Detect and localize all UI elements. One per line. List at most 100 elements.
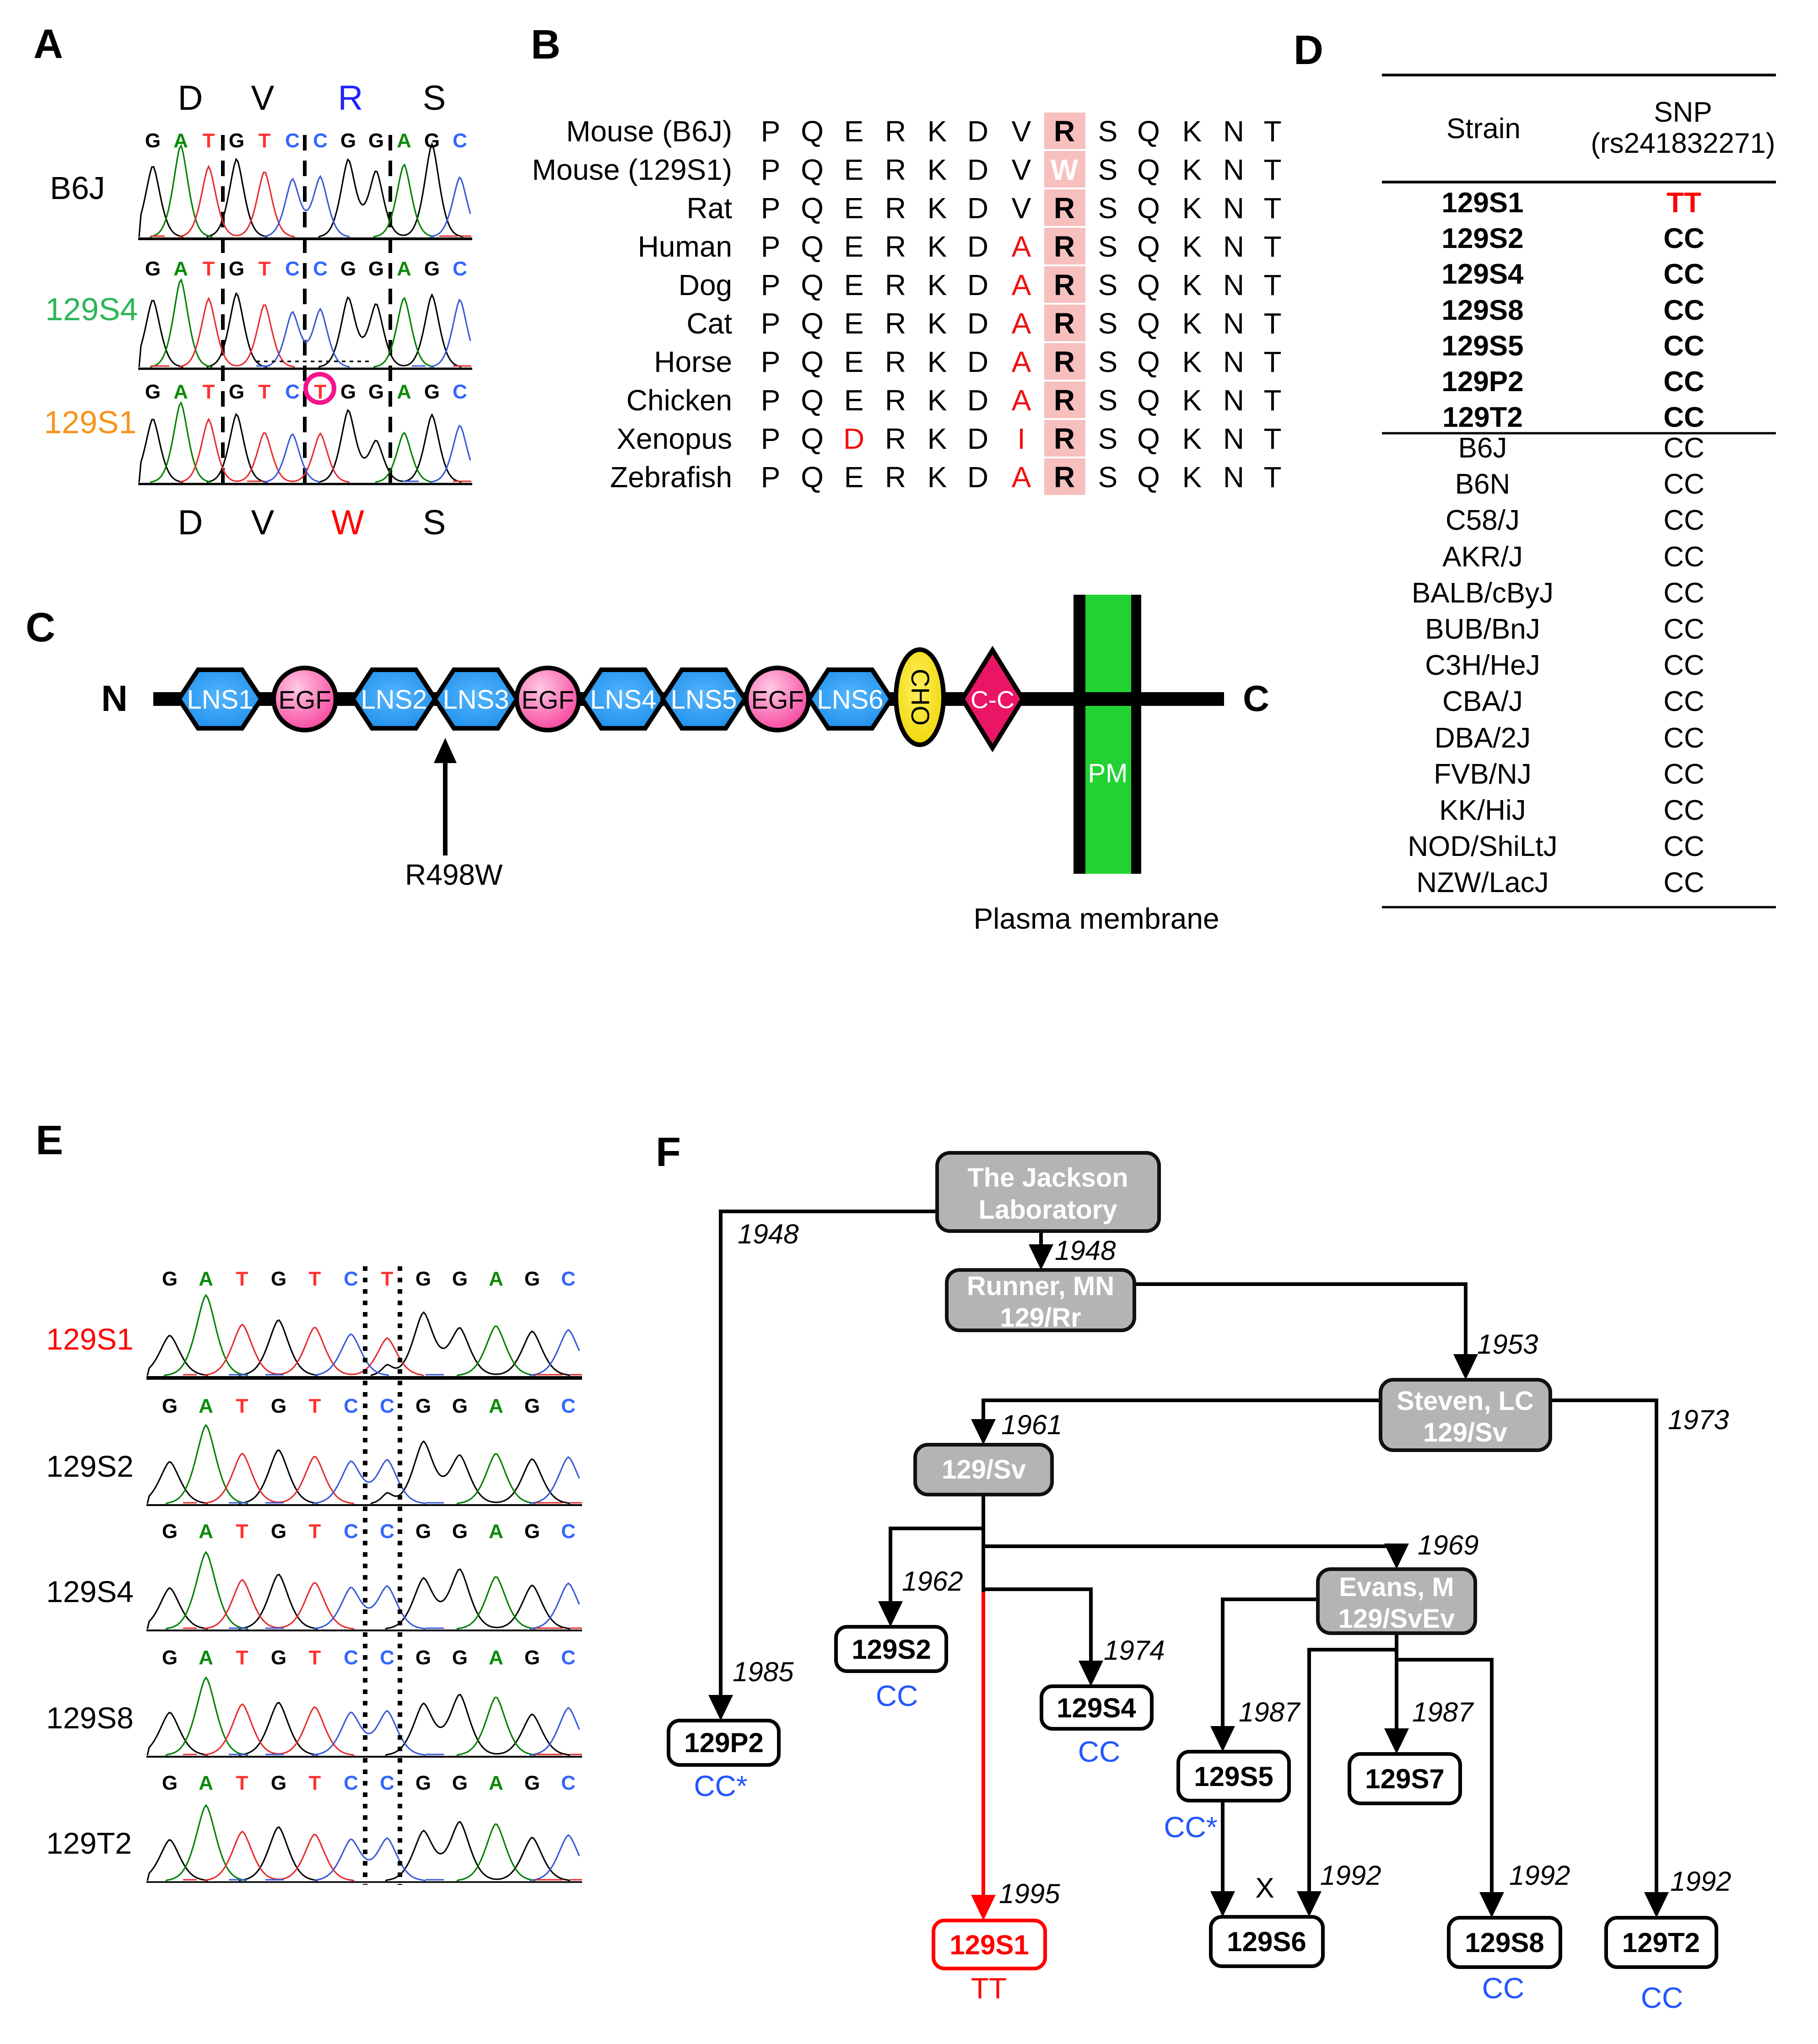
svg-text:LNS2: LNS2 (361, 685, 427, 715)
svg-text:G: G (162, 1268, 178, 1290)
svg-text:1974: 1974 (1104, 1635, 1165, 1666)
svg-text:P: P (761, 153, 781, 186)
svg-text:C: C (285, 258, 300, 280)
svg-text:G: G (415, 1520, 431, 1543)
svg-text:T: T (309, 1268, 321, 1290)
svg-text:S: S (1098, 345, 1118, 378)
svg-text:CHO: CHO (906, 669, 935, 726)
svg-text:G: G (524, 1646, 540, 1669)
svg-text:G: G (229, 258, 244, 280)
svg-text:R: R (885, 153, 906, 186)
svg-text:1961: 1961 (1001, 1409, 1062, 1440)
svg-text:1953: 1953 (1477, 1329, 1538, 1360)
svg-text:Dog: Dog (679, 269, 732, 301)
svg-text:V: V (1012, 192, 1031, 225)
svg-text:1992: 1992 (1509, 1860, 1570, 1891)
svg-text:KK/HiJ: KK/HiJ (1439, 795, 1526, 826)
svg-text:CC: CC (1663, 650, 1705, 681)
svg-text:T: T (236, 1520, 248, 1543)
svg-text:C: C (344, 1772, 358, 1794)
svg-text:EGF: EGF (751, 685, 804, 714)
svg-text:N: N (101, 678, 128, 719)
svg-text:K: K (1182, 230, 1202, 263)
svg-text:E: E (844, 153, 864, 186)
svg-text:A: A (489, 1772, 503, 1794)
svg-text:129S4: 129S4 (1441, 258, 1524, 290)
svg-text:129T2: 129T2 (1442, 402, 1523, 433)
svg-text:G: G (424, 129, 440, 152)
svg-text:T: T (309, 1520, 321, 1543)
svg-text:K: K (1182, 269, 1202, 301)
svg-text:G: G (229, 381, 244, 403)
svg-text:1973: 1973 (1668, 1404, 1729, 1435)
svg-text:1992: 1992 (1670, 1866, 1731, 1897)
svg-text:G: G (145, 258, 161, 280)
svg-text:C: C (380, 1772, 394, 1794)
svg-text:T: T (236, 1772, 248, 1794)
svg-text:N: N (1223, 461, 1244, 494)
svg-text:G: G (162, 1772, 178, 1794)
svg-text:T: T (1263, 307, 1281, 340)
svg-text:Q: Q (801, 230, 824, 263)
svg-text:R: R (1054, 461, 1075, 494)
svg-text:A: A (33, 22, 63, 67)
svg-text:C: C (380, 1646, 394, 1669)
svg-text:C: C (561, 1646, 576, 1669)
svg-text:T: T (1263, 230, 1281, 263)
svg-text:R: R (1054, 422, 1075, 455)
svg-text:V: V (251, 79, 275, 118)
svg-text:Q: Q (801, 345, 824, 378)
svg-text:CC: CC (1663, 330, 1705, 362)
svg-text:E: E (844, 115, 864, 148)
svg-text:NZW/LacJ: NZW/LacJ (1416, 867, 1548, 898)
svg-text:R498W: R498W (405, 858, 503, 891)
svg-text:K: K (928, 345, 947, 378)
svg-text:K: K (1182, 422, 1202, 455)
svg-text:T: T (309, 1772, 321, 1794)
svg-text:G: G (368, 258, 384, 280)
svg-text:Steven, LC: Steven, LC (1397, 1386, 1534, 1416)
svg-text:CC: CC (1663, 577, 1705, 609)
svg-text:129S1: 129S1 (46, 1322, 134, 1356)
svg-text:K: K (1182, 153, 1202, 186)
svg-text:Runner, MN: Runner, MN (967, 1271, 1114, 1301)
svg-text:G: G (524, 1520, 540, 1543)
svg-text:V: V (1012, 115, 1031, 148)
svg-text:T: T (203, 381, 215, 403)
svg-text:Zebrafish: Zebrafish (610, 461, 732, 494)
svg-text:F: F (656, 1130, 681, 1175)
svg-text:129S7: 129S7 (1365, 1764, 1445, 1794)
svg-text:1992: 1992 (1320, 1860, 1381, 1891)
svg-text:T: T (259, 258, 271, 280)
svg-text:E: E (844, 461, 864, 494)
svg-text:N: N (1223, 153, 1244, 186)
svg-text:R: R (1054, 345, 1075, 378)
svg-text:CC: CC (1663, 722, 1705, 754)
svg-text:129S4: 129S4 (45, 291, 138, 327)
svg-text:G: G (452, 1646, 468, 1669)
svg-text:Q: Q (1137, 384, 1160, 417)
svg-text:S: S (1098, 153, 1118, 186)
svg-text:S: S (1098, 192, 1118, 225)
svg-text:SNP: SNP (1654, 97, 1712, 128)
svg-text:D: D (967, 230, 988, 263)
svg-text:129S1: 129S1 (949, 1930, 1029, 1960)
svg-text:129/SvEv: 129/SvEv (1338, 1604, 1455, 1634)
svg-text:Q: Q (1137, 230, 1160, 263)
svg-text:Plasma membrane: Plasma membrane (973, 902, 1219, 935)
svg-text:C: C (285, 129, 300, 152)
svg-text:E: E (844, 230, 864, 263)
svg-text:CC: CC (1663, 402, 1705, 433)
svg-text:C-C: C-C (971, 686, 1014, 714)
svg-text:T: T (236, 1646, 248, 1669)
svg-text:N: N (1223, 384, 1244, 417)
svg-text:V: V (1012, 153, 1031, 186)
svg-text:A: A (397, 258, 411, 280)
svg-text:G: G (415, 1772, 431, 1794)
svg-text:A: A (1012, 345, 1031, 378)
svg-text:A: A (199, 1772, 213, 1794)
svg-text:P: P (761, 230, 781, 263)
svg-text:T: T (203, 258, 215, 280)
svg-text:T: T (309, 1646, 321, 1669)
svg-text:A: A (1012, 269, 1031, 301)
